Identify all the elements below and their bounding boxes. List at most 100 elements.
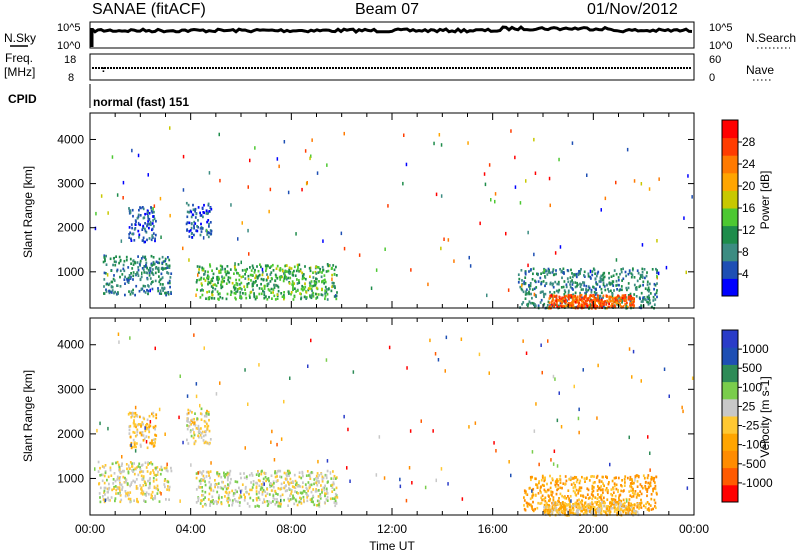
data-cell	[130, 443, 132, 447]
colorbar-tick-label: 8	[742, 245, 749, 259]
data-cell	[116, 478, 119, 481]
data-cell	[103, 489, 106, 493]
data-cell	[245, 270, 247, 273]
data-cell	[149, 266, 151, 270]
data-cell	[265, 295, 267, 298]
data-cell	[524, 282, 527, 285]
data-cell	[136, 497, 138, 501]
data-cell	[562, 495, 565, 499]
data-cell	[551, 491, 554, 494]
data-cell	[290, 292, 292, 296]
data-cell	[596, 305, 599, 308]
data-cell	[335, 294, 338, 298]
data-cell	[611, 282, 614, 286]
data-cell	[123, 278, 126, 281]
data-cell	[593, 268, 596, 272]
data-cell	[321, 477, 324, 481]
data-cell	[99, 466, 101, 470]
data-cell	[325, 476, 328, 480]
x-tick-label: 00:00	[75, 522, 105, 536]
data-cell	[558, 306, 561, 309]
x-tick-label: 12:00	[377, 522, 407, 536]
data-cell	[575, 476, 578, 479]
data-cell	[647, 286, 650, 290]
data-cell	[602, 272, 605, 275]
data-cell	[571, 477, 574, 480]
data-cell	[564, 508, 567, 512]
data-cell	[246, 491, 248, 494]
data-cell	[121, 462, 123, 465]
data-cell	[237, 263, 240, 266]
data-cell	[243, 472, 245, 475]
data-cell	[622, 498, 625, 502]
data-cell	[137, 255, 139, 258]
data-cell	[275, 267, 278, 270]
data-cell	[616, 500, 619, 504]
data-cell	[269, 273, 272, 276]
data-cell	[319, 495, 322, 498]
data-cell	[283, 481, 285, 484]
data-cell	[638, 507, 640, 510]
data-cell	[536, 506, 539, 510]
data-cell	[527, 230, 529, 235]
data-cell	[136, 433, 138, 437]
data-cell	[579, 291, 581, 295]
data-cell	[189, 430, 192, 434]
data-cell	[200, 436, 203, 439]
data-cell	[626, 512, 628, 515]
data-cell	[633, 276, 636, 279]
data-cell	[435, 192, 438, 197]
data-cell	[627, 503, 630, 507]
data-cell	[142, 434, 145, 437]
data-cell	[193, 433, 196, 437]
data-cell	[249, 496, 252, 500]
data-cell	[598, 479, 601, 483]
data-cell	[129, 211, 132, 214]
data-cell	[207, 470, 210, 474]
data-cell	[166, 271, 169, 274]
data-cell	[324, 494, 326, 498]
data-cell	[248, 294, 251, 297]
data-cell	[267, 288, 270, 291]
data-cell	[130, 272, 132, 275]
data-cell	[461, 497, 464, 501]
data-cell	[279, 475, 281, 478]
data-cell	[159, 196, 162, 201]
data-cell	[210, 285, 213, 288]
data-cell	[228, 484, 230, 487]
data-cell	[114, 499, 116, 503]
data-cell	[115, 492, 117, 495]
data-cell	[152, 442, 155, 445]
data-cell	[195, 501, 198, 504]
data-cell	[543, 488, 546, 492]
data-cell	[560, 507, 563, 511]
data-cell	[526, 303, 528, 306]
data-cell	[580, 297, 583, 301]
data-cell	[148, 226, 150, 230]
data-cell	[212, 499, 214, 502]
data-cell	[115, 488, 118, 492]
data-cell	[642, 297, 644, 301]
data-cell	[578, 505, 581, 508]
data-cell	[246, 502, 249, 505]
data-cell	[240, 281, 243, 285]
data-cell	[192, 203, 194, 207]
data-cell	[127, 413, 130, 416]
data-cell	[556, 503, 559, 506]
data-cell	[304, 282, 306, 285]
data-cell	[601, 300, 604, 303]
data-cell	[629, 300, 632, 303]
data-cell	[610, 507, 613, 510]
data-cell	[648, 187, 651, 191]
data-cell	[288, 272, 291, 275]
colorbar-swatch	[722, 330, 738, 348]
data-cell	[283, 291, 285, 294]
data-cell	[195, 280, 198, 284]
data-cell	[231, 501, 234, 505]
data-cell	[566, 269, 569, 272]
data-cell	[597, 299, 599, 303]
data-cell	[166, 469, 169, 473]
data-cell	[226, 471, 229, 475]
data-cell	[150, 496, 152, 500]
data-cell	[132, 438, 135, 442]
